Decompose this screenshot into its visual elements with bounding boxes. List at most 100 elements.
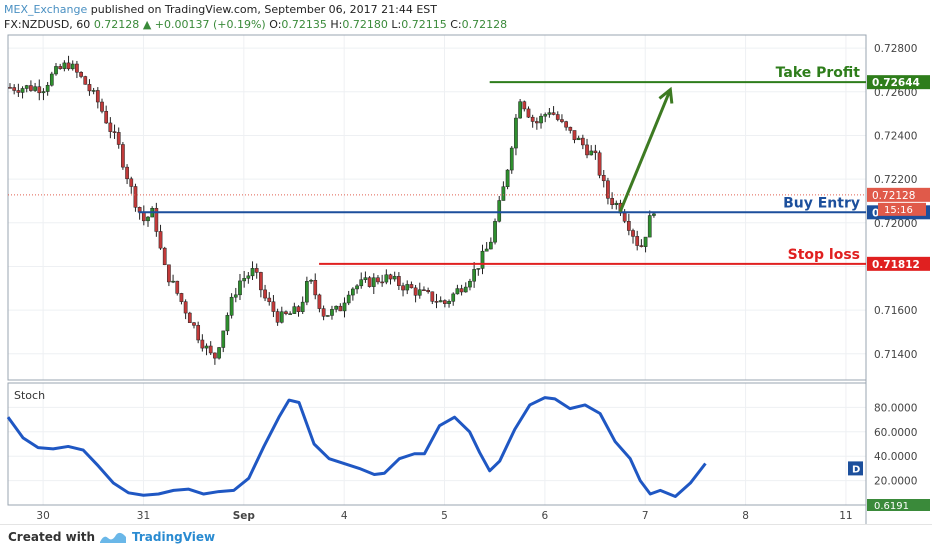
candle-body [539, 115, 543, 124]
stoch-title: Stoch [14, 389, 45, 402]
candle-body [480, 250, 485, 269]
time-tick-label: 5 [441, 510, 448, 522]
candle-body [367, 277, 372, 287]
projection-arrow [618, 89, 672, 213]
candle-body [146, 216, 150, 222]
ohlc-info: FX:NZDUSD, 60 0.72128 ▲ +0.00137 (+0.19%… [4, 17, 507, 32]
time-tick-label: 11 [839, 510, 852, 522]
candle-body [589, 150, 594, 156]
candle-body [351, 288, 355, 296]
candle-body [121, 144, 125, 168]
candle-body [509, 147, 514, 171]
stoch-tick-label: 40.0000 [874, 451, 917, 463]
candle-body [246, 275, 251, 279]
candle-body [593, 150, 598, 154]
candle-body [141, 211, 146, 222]
candle-body [501, 186, 506, 201]
candle-body [526, 108, 531, 118]
level-name-0: Take Profit [776, 65, 861, 81]
candle-body [267, 297, 272, 303]
candle-body [430, 291, 435, 302]
time-tick-label: 4 [341, 510, 348, 522]
candle-body [468, 280, 472, 288]
candle-body [568, 126, 573, 131]
candle-body [129, 178, 134, 187]
price-tick-label: 0.72800 [874, 43, 917, 55]
level-badge-text-0: 0.72644 [872, 77, 920, 89]
candle-body [229, 296, 234, 316]
candle-body [476, 268, 481, 270]
level-badge-text-2: 0.71812 [872, 259, 920, 271]
candle-body [292, 306, 297, 314]
stoch-d-badge[interactable] [848, 461, 863, 476]
candle-body [263, 289, 267, 299]
candle-body [162, 247, 167, 266]
candle-body [196, 325, 201, 341]
candle-body [208, 345, 213, 354]
candle-body [225, 315, 230, 332]
price-tick-label: 0.72400 [874, 130, 917, 142]
candle-body [459, 288, 464, 293]
candle-body [451, 293, 456, 302]
candle-body [171, 280, 175, 283]
candle-body [217, 347, 221, 359]
price-tick-label: 0.72600 [874, 87, 917, 99]
candle-body [455, 288, 460, 295]
change-up-icon: ▲ [142, 18, 152, 31]
candle-body [20, 88, 25, 93]
candle-body [547, 112, 552, 115]
candle-body [555, 114, 560, 120]
candle-body [24, 85, 29, 89]
candle-body [192, 322, 196, 326]
tradingview-brand[interactable]: TradingView [132, 530, 216, 544]
candle-body [133, 186, 138, 208]
candle-body [652, 213, 656, 216]
countdown-text: 15:16 [884, 205, 913, 216]
candle-body [254, 268, 259, 273]
footer: Created with TradingView [0, 524, 932, 551]
candle-body [614, 202, 619, 205]
candle-body [639, 245, 644, 247]
publisher-link[interactable]: MEX_Exchange [4, 3, 88, 16]
current-price-text: 0.72128 [872, 190, 915, 202]
candle-body [66, 62, 71, 70]
published-text: published on TradingView.com, September … [90, 3, 437, 16]
candle-body [321, 308, 326, 317]
candle-body [238, 280, 242, 296]
candle-body [175, 280, 180, 294]
candle-body [83, 76, 88, 85]
candle-body [330, 309, 334, 316]
arrow-head-icon [658, 86, 674, 104]
candle-body [49, 73, 54, 86]
candle-body [108, 122, 113, 132]
candle-body [631, 230, 635, 237]
candle-body [338, 305, 343, 312]
candle-body [518, 101, 522, 119]
price-tick-label: 0.71400 [874, 349, 917, 361]
candle-body [275, 311, 280, 323]
created-with-label: Created with [8, 530, 96, 544]
candle-body [158, 231, 163, 249]
candle-body [75, 63, 79, 73]
candle-body [54, 66, 58, 75]
publish-info: MEX_Exchange published on TradingView.co… [4, 2, 437, 17]
candle-body [401, 285, 405, 291]
candle-body [522, 101, 527, 110]
candle-body [154, 208, 159, 232]
candle-body [505, 169, 510, 187]
close-label: C: [450, 18, 462, 31]
candle-body [279, 311, 284, 323]
candle-body [355, 285, 359, 290]
stoch-tick-label: 80.0000 [874, 402, 917, 414]
candle-body [601, 175, 606, 182]
candle-body [125, 166, 129, 180]
time-tick-label: 31 [137, 510, 150, 522]
candle-body [204, 345, 209, 349]
stoch-tick-label: 60.0000 [874, 427, 917, 439]
symbol-label: FX:NZDUSD, 60 [4, 18, 91, 31]
candle-body [397, 276, 401, 286]
price-chart[interactable]: Take Profit Buy Entry Stop loss 0.72800 0.72… [0, 0, 932, 524]
candle-body [493, 221, 497, 243]
candle-body [309, 279, 313, 282]
candle-body [534, 121, 539, 124]
